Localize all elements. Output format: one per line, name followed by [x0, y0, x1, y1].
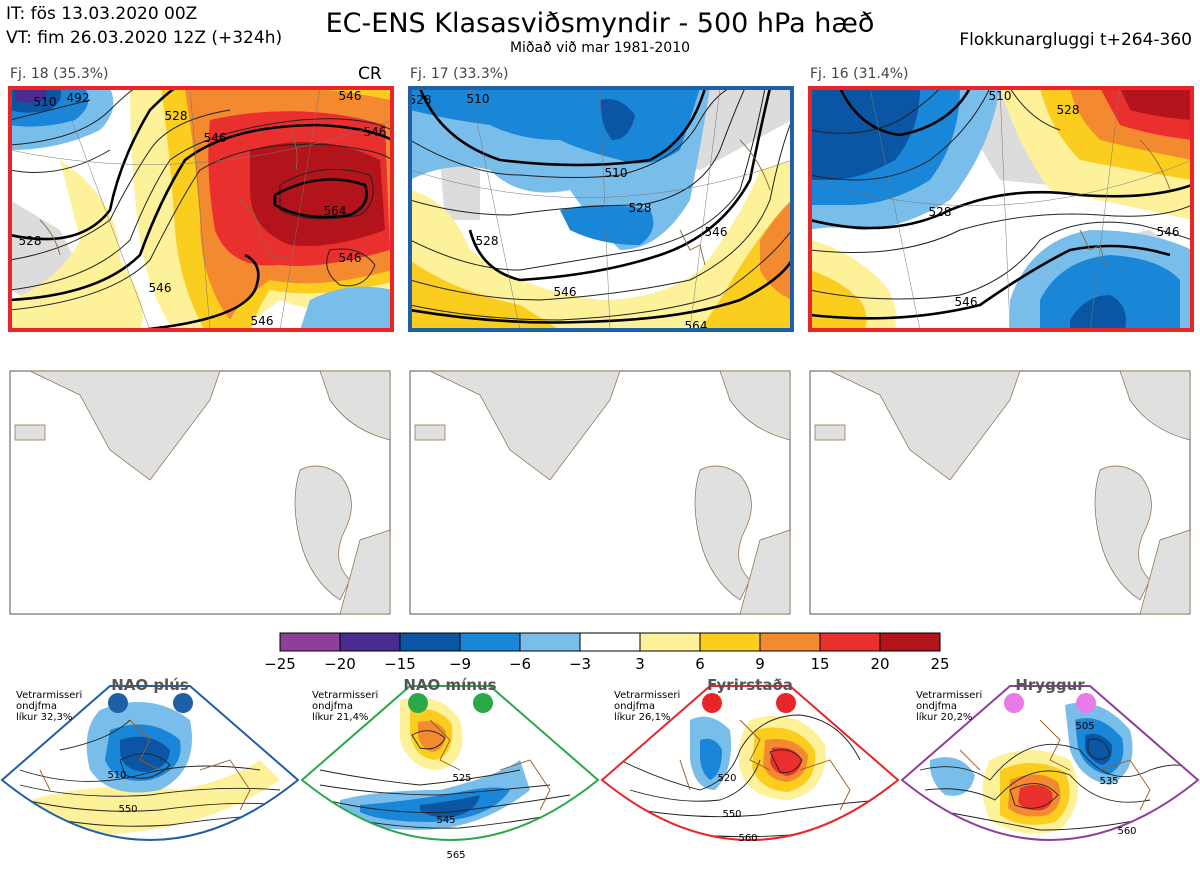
regime-blocking-dot: [702, 693, 722, 713]
cluster-3-contour-label: 510: [989, 89, 1012, 103]
regime-nao-plus-dot: [108, 693, 128, 713]
cluster-1-contour-label: 528: [165, 109, 188, 123]
regime-ridge-contour-label: 505: [1075, 721, 1094, 732]
page-subtitle: Miðað við mar 1981-2010: [509, 40, 691, 56]
init-time: IT: fös 13.03.2020 00Z: [6, 4, 198, 24]
cluster-1-contour-label: 546: [149, 281, 172, 295]
regime-blocking-note: Vetrarmisseri ondjfma líkur 26,1%: [614, 690, 681, 723]
regime-nao-minus-contour-label: 525: [452, 773, 471, 784]
cluster-2-contour-label: 528: [476, 234, 499, 248]
colorbar-tick-label: −20: [324, 655, 356, 673]
regime-nao-plus-contour-label: 550: [118, 804, 137, 815]
cluster-3-map: 510 528 528 546 546: [810, 88, 1192, 330]
regime-ridge-dot: [1076, 693, 1096, 713]
regime-nao-minus-note: Vetrarmisseri ondjfma líkur 21,4%: [312, 690, 379, 723]
cluster-1-contour-label: 546: [251, 314, 274, 328]
cluster-1-contour-label: 546: [364, 125, 387, 139]
regime-nao-minus-dot: [408, 693, 428, 713]
cluster-1-tag: CR: [358, 64, 382, 84]
cluster-2-contour-label: 528: [409, 93, 432, 107]
colorbar-tick-label: 20: [870, 655, 890, 673]
cluster-2-map: 528 510 510 528 528 546 546 564: [409, 88, 792, 333]
colorbar-swatch: [339, 632, 401, 652]
cluster-3-contour-label: 546: [955, 295, 978, 309]
regime-nao-plus-note: Vetrarmisseri ondjfma líkur 32,3%: [16, 690, 83, 723]
cluster-3-frame: [808, 86, 1194, 332]
cluster-2-label: Fj. 17 (33.3%): [410, 66, 509, 82]
colorbar-swatch: [879, 632, 941, 652]
cluster-2-contour-label: 546: [554, 285, 577, 299]
cluster-3-contour-label: 528: [929, 205, 952, 219]
colorbar-tick-label: 25: [930, 655, 950, 673]
regime-nao-plus-label: NAO plús: [111, 676, 189, 694]
regime-blocking-dot: [776, 693, 796, 713]
valid-time: VT: fim 26.03.2020 12Z (+324h): [6, 28, 283, 48]
page-title: EC-ENS Klasasviðsmyndir - 500 hPa hæð: [325, 8, 875, 39]
cluster-2-contour-label: 510: [605, 166, 628, 180]
regime-blocking-contour-label: 560: [738, 833, 757, 844]
regime-nao-minus-contour-label: 545: [436, 815, 455, 826]
cluster-2-contour-label: 510: [467, 92, 490, 106]
colorbar-swatch: [639, 632, 701, 652]
cluster-1-contour-label: 510: [34, 95, 57, 109]
cluster-2-contour-label: 528: [629, 201, 652, 215]
colorbar-tick-label: 9: [755, 655, 765, 673]
cluster-1-contour-label: 546: [204, 131, 227, 145]
regime-nao-plus-contour-label: 510: [107, 770, 126, 781]
regime-nao-minus-frame: [300, 685, 600, 841]
cluster-1-label: Fj. 18 (35.3%): [10, 66, 109, 82]
cluster-1-contour-label: 546: [339, 251, 362, 265]
colorbar-tick-label: 3: [635, 655, 645, 673]
blank-map-2: [409, 370, 791, 615]
colorbar-swatch: [459, 632, 521, 652]
cluster-3-contour-label: 528: [1057, 103, 1080, 117]
colorbar-tick-label: −3: [568, 655, 592, 673]
regime-blocking-contour-label: 520: [717, 773, 736, 784]
cluster-2-contour-label: 564: [685, 319, 708, 333]
regime-ridge-dot: [1004, 693, 1024, 713]
cluster-1-contour-label: 528: [19, 234, 42, 248]
colorbar-tick-label: 6: [695, 655, 705, 673]
colorbar-tick-label: −9: [448, 655, 472, 673]
colorbar-swatch: [579, 632, 641, 652]
cluster-1-contour-label: 564: [324, 204, 347, 218]
colorbar-swatch: [819, 632, 881, 652]
regime-ridge-note: Vetrarmisseri ondjfma líkur 20,2%: [916, 690, 983, 723]
regime-blocking-frame: [600, 685, 900, 841]
regime-ridge-contour-label: 560: [1117, 826, 1136, 837]
cluster-2-frame: [408, 86, 794, 332]
colorbar-tick-label: 15: [810, 655, 830, 673]
classification-window: Flokkunargluggi t+264-360: [959, 30, 1192, 50]
regime-blocking-contour-label: 550: [722, 809, 741, 820]
cluster-3-label: Fj. 16 (31.4%): [810, 66, 909, 82]
cluster-1-frame: [8, 86, 394, 332]
cluster-1-contour-label: 546: [339, 89, 362, 103]
regime-nao-minus-contour-label: 565: [446, 850, 465, 861]
cluster-3-contour-label: 546: [1157, 225, 1180, 239]
regime-nao-minus-label: NAO mínus: [403, 676, 497, 694]
regime-ridge-contour-label: 535: [1099, 776, 1118, 787]
regime-ridge-frame: [900, 685, 1200, 841]
colorbar-tick-label: −15: [384, 655, 416, 673]
colorbar-swatch: [759, 632, 821, 652]
colorbar: [279, 632, 941, 652]
colorbar-tick-label: −6: [508, 655, 532, 673]
colorbar-swatch: [399, 632, 461, 652]
colorbar-swatch: [699, 632, 761, 652]
cluster-2-contour-label: 546: [705, 225, 728, 239]
colorbar-tick-label: −25: [264, 655, 296, 673]
cluster-1-contour-label: 492: [67, 91, 90, 105]
blank-map-1: [9, 370, 391, 615]
regime-blocking-label: Fyrirstaða: [707, 676, 793, 694]
regime-nao-plus-frame: [0, 685, 300, 841]
colorbar-swatch: [279, 632, 341, 652]
regime-nao-plus-dot: [173, 693, 193, 713]
regime-nao-minus-dot: [473, 693, 493, 713]
regime-ridge-label: Hryggur: [1015, 676, 1085, 694]
blank-map-3: [809, 370, 1191, 615]
cluster-1-map: 492 510 528 546 546 564 546 528 546 546 …: [10, 88, 392, 330]
colorbar-swatch: [519, 632, 581, 652]
